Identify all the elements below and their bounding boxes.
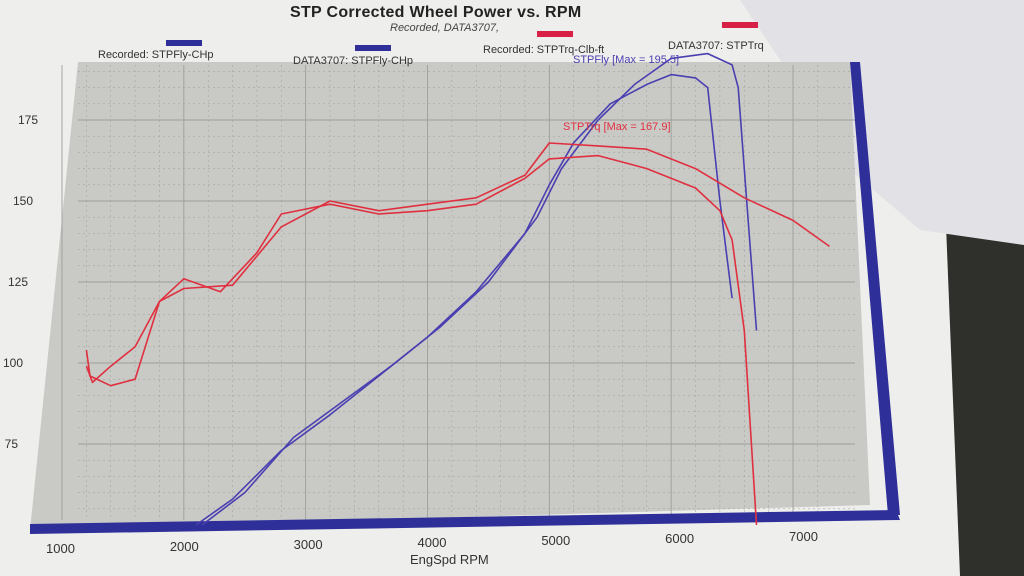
annotation-torque-max: STPTrq [Max = 167.9]	[563, 121, 671, 133]
x-tick-label: 3000	[294, 537, 323, 552]
legend-swatch	[722, 22, 758, 28]
tick-labels: 1000 2000 3000 4000 5000 6000 7000 75 100 125 150 1…	[3, 113, 818, 556]
x-axis-label: EngSpd RPM	[410, 552, 489, 567]
legend-data3707-stptrq: DATA3707: STPTrq	[668, 40, 764, 52]
legend-swatches	[166, 22, 758, 51]
chart-title: STP Corrected Wheel Power vs. RPM	[290, 4, 582, 21]
annotation-power-max: STPFly [Max = 195.5]	[573, 54, 679, 66]
y-tick-label: 125	[8, 275, 28, 289]
x-tick-label: 6000	[665, 531, 694, 546]
grid-lines	[61, 65, 855, 520]
legend-swatch	[355, 45, 391, 51]
frame-bottom	[30, 510, 900, 534]
legend-recorded-stptrq: Recorded: STPTrq-Clb-ft	[483, 44, 605, 56]
frame-right	[850, 62, 900, 515]
series-line-2	[85, 154, 758, 526]
x-tick-label: 5000	[541, 533, 570, 548]
series-line-0	[195, 73, 733, 526]
legend-data3707-stpfly: DATA3707: STPFly-CHp	[293, 55, 414, 67]
legend-swatch	[537, 31, 573, 37]
chart-subtitle: Recorded, DATA3707,	[390, 22, 500, 34]
folded-sheet	[740, 0, 1024, 245]
legend-recorded-stpfly: Recorded: STPFly-CHp	[98, 49, 214, 61]
y-tick-label: 100	[3, 356, 23, 370]
legend-swatch	[166, 40, 202, 46]
x-tick-label: 2000	[170, 539, 199, 554]
series-layer	[85, 52, 830, 526]
y-tick-label: 150	[13, 194, 33, 208]
x-tick-label: 4000	[418, 535, 447, 550]
x-tick-label: 7000	[789, 529, 818, 544]
y-tick-label: 175	[18, 113, 38, 127]
series-line-1	[201, 52, 758, 526]
series-line-3	[85, 142, 830, 387]
plot-area	[30, 62, 870, 530]
x-tick-label: 1000	[46, 541, 75, 556]
y-tick-label: 75	[5, 437, 19, 451]
